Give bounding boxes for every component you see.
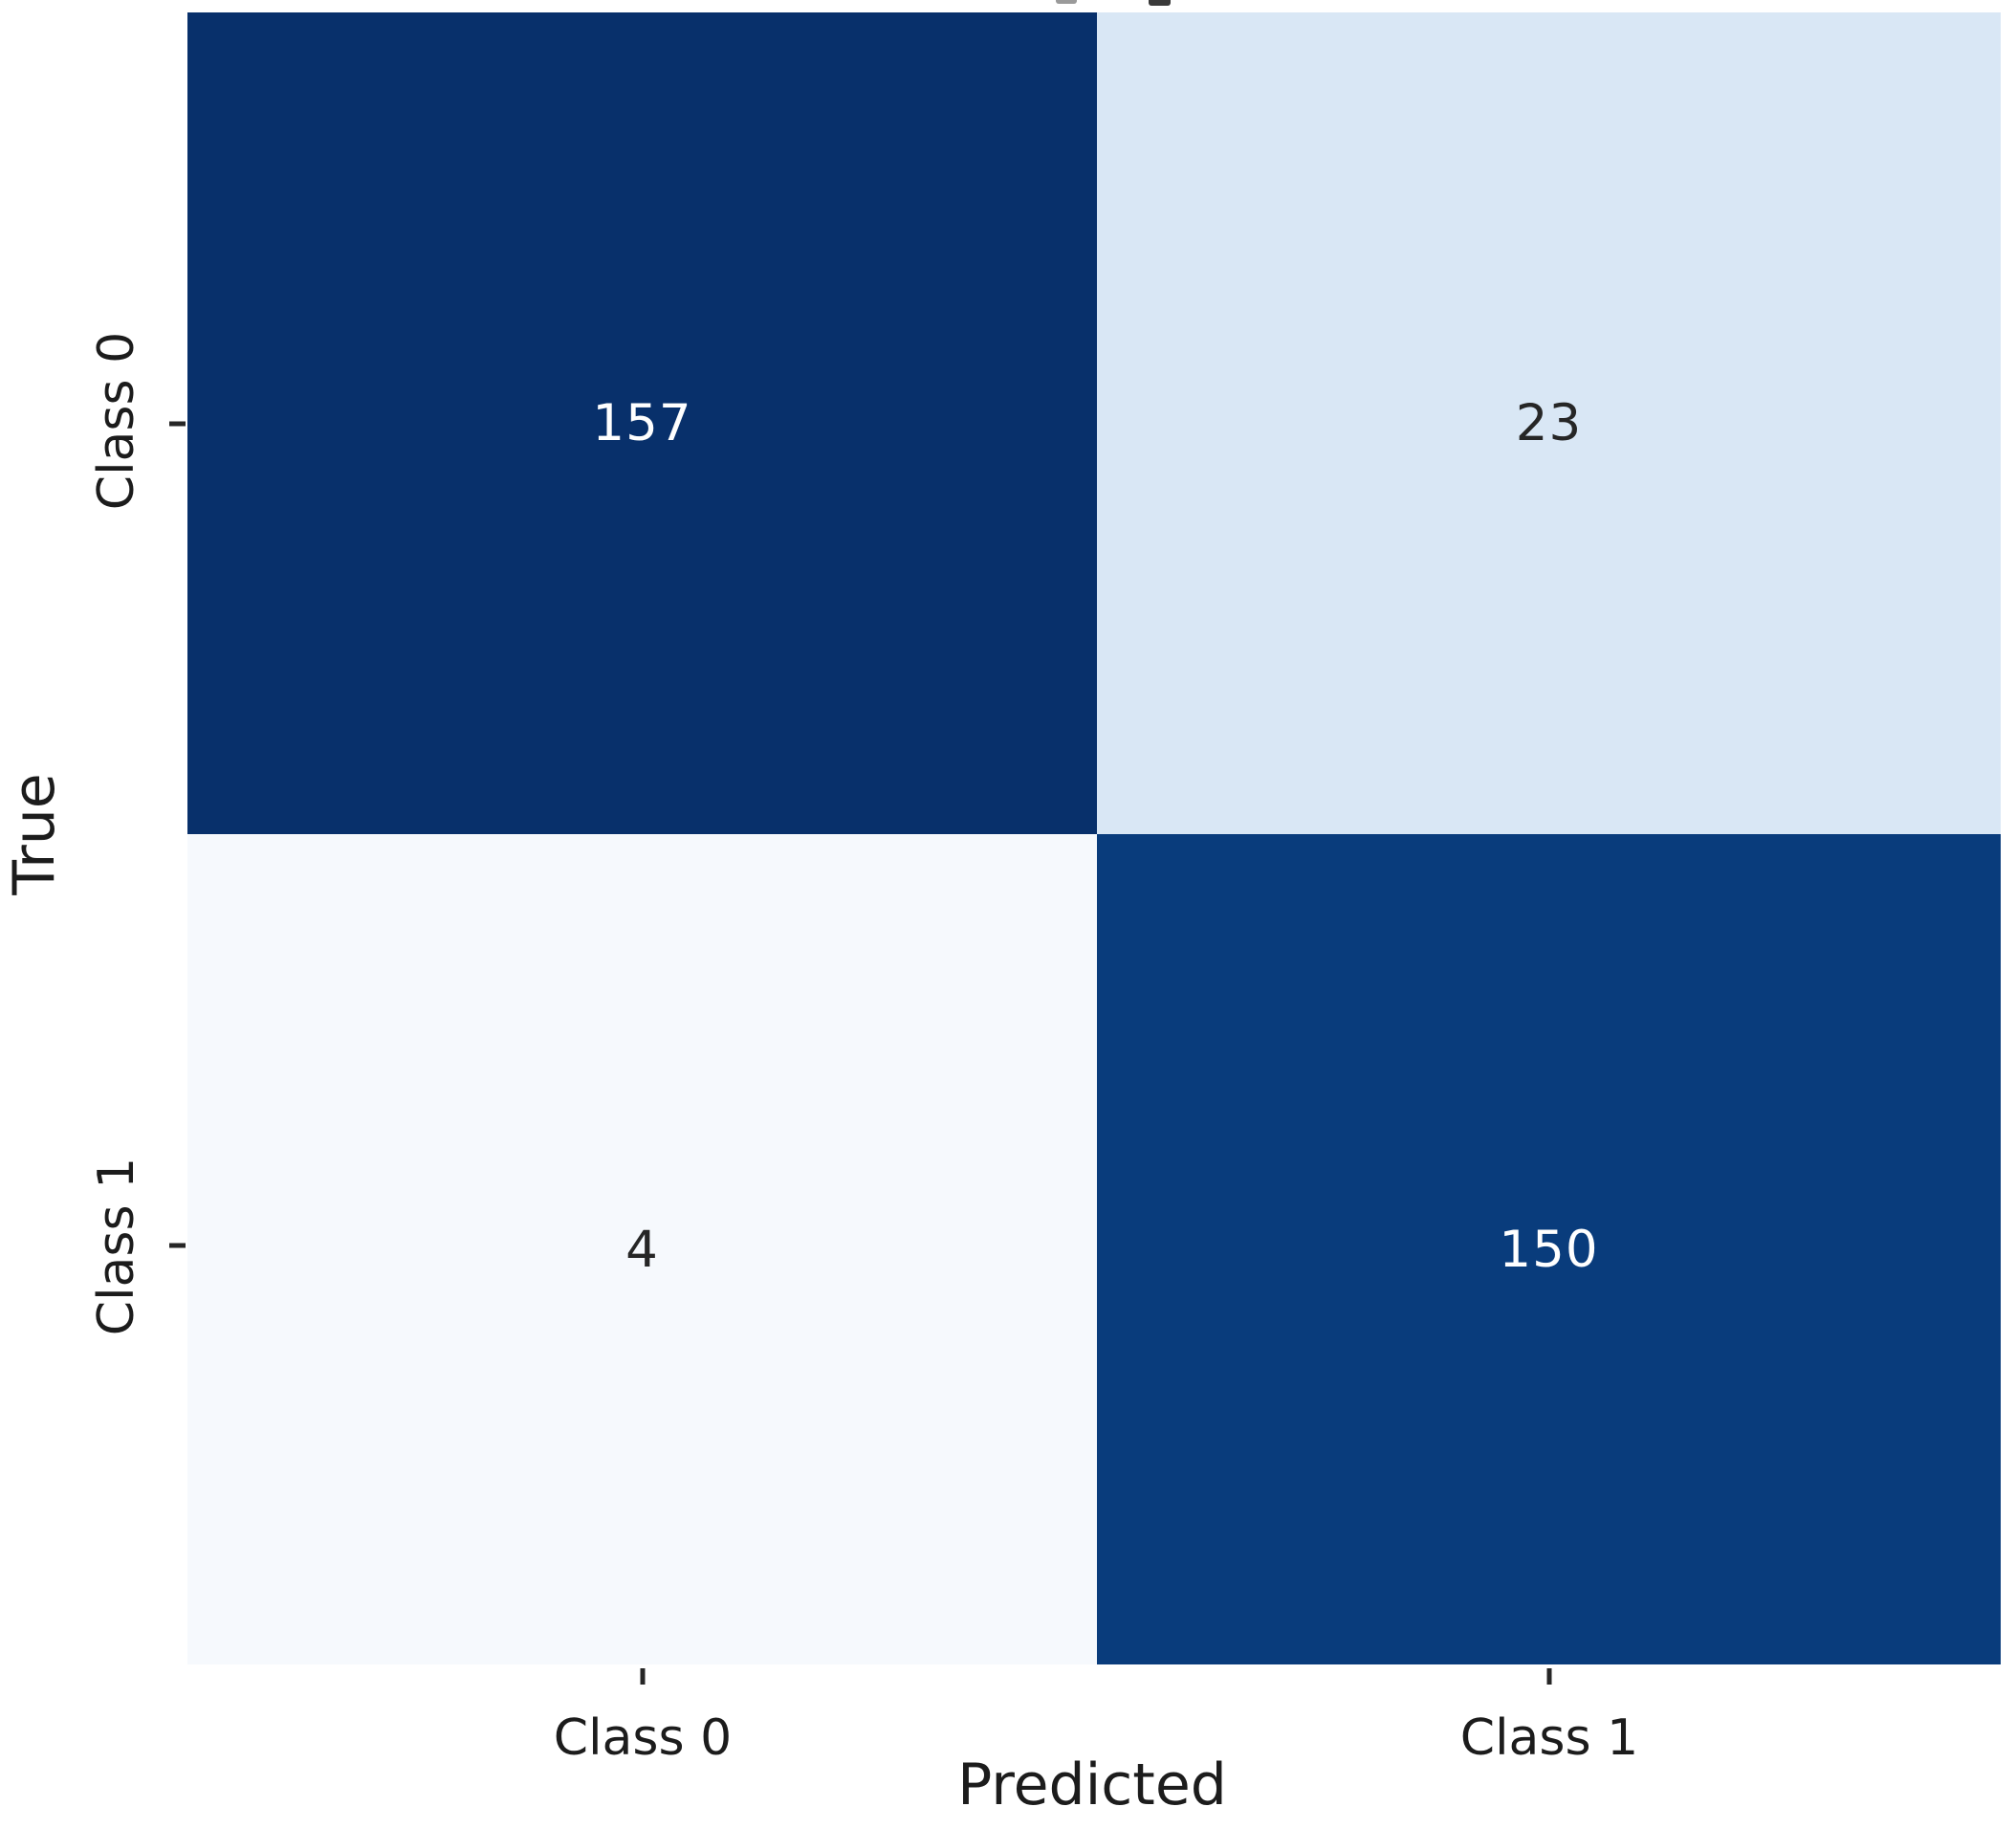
x-tick-mark (1546, 1668, 1552, 1685)
clipped-title-fragment (1056, 0, 1077, 4)
cell-value: 4 (625, 1220, 659, 1279)
y-tick-label-class0: Class 0 (88, 331, 145, 511)
cell-value: 150 (1499, 1220, 1599, 1279)
heatmap-cell-true1-pred0: 4 (187, 834, 1097, 1664)
clipped-title-fragment (1149, 0, 1171, 6)
y-tick-label-class1: Class 1 (88, 1157, 145, 1336)
x-tick-label-class1: Class 1 (1459, 1709, 1639, 1767)
heatmap-cell-true1-pred1: 150 (1097, 834, 2001, 1664)
x-tick-mark (640, 1668, 646, 1685)
heatmap-plot-area: 157 23 4 150 (187, 12, 2001, 1664)
y-tick-mark (169, 1243, 186, 1248)
cell-value: 23 (1515, 394, 1583, 452)
heatmap-cell-true0-pred0: 157 (187, 12, 1097, 834)
y-axis-label: True (1, 773, 68, 895)
y-tick-mark (169, 421, 186, 427)
x-tick-label-class0: Class 0 (553, 1709, 733, 1767)
x-axis-label: Predicted (957, 1752, 1227, 1818)
cell-value: 157 (592, 394, 692, 452)
heatmap-cell-true0-pred1: 23 (1097, 12, 2001, 834)
